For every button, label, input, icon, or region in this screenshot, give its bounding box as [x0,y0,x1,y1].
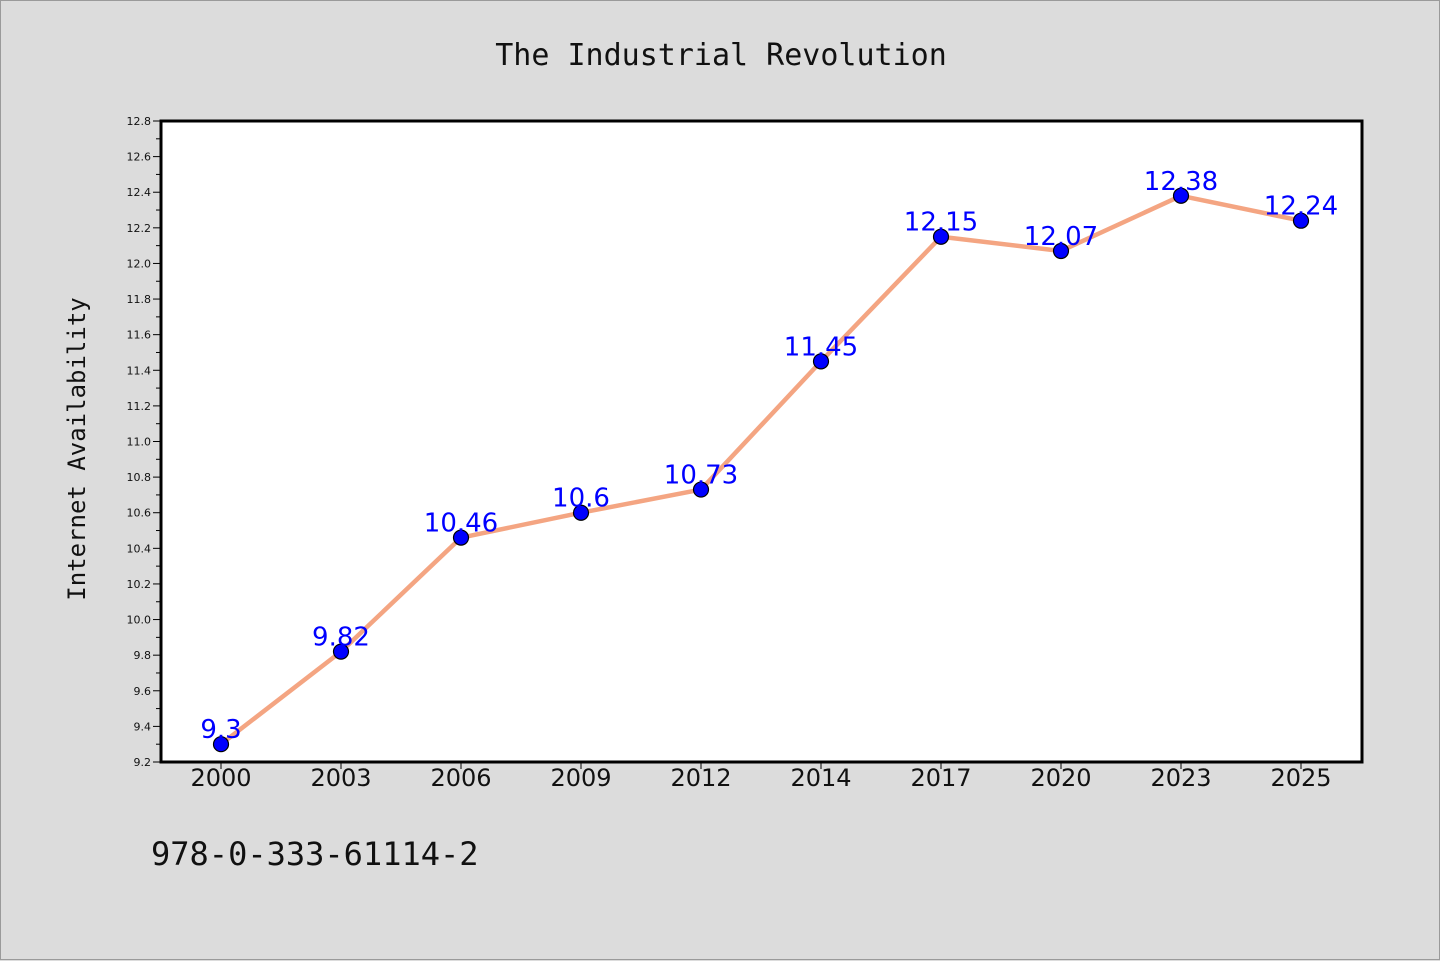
y-tick-label: 9.8 [134,649,152,662]
data-point [332,643,350,660]
x-axis: 2000 2003 2006 2009 2012 2014 2017 2020 2023 2025 [190,762,1332,792]
y-tick-label: 10.8 [127,471,152,484]
data-label: 9.3 [200,715,241,745]
data-label: 12.15 [904,208,978,238]
y-tick-label: 10.0 [127,614,152,627]
series-line-group [212,187,1310,753]
x-tick-label: 2020 [1030,764,1091,792]
data-point [1292,212,1310,229]
y-axis: 9.2 9.4 9.6 9.8 10.0 10.2 10.4 10.6 10.8 11.0 11.2… [127,115,161,769]
y-tick-label: 9.2 [134,756,152,769]
x-tick-label: 2006 [430,764,491,792]
data-label: 10.6 [552,484,610,514]
y-tick-label: 9.4 [134,720,152,733]
series-line [218,193,1304,747]
x-tick-label: 2000 [190,764,251,792]
chart-title: The Industrial Revolution [495,38,947,73]
y-axis-label: Internet Availability [63,297,91,600]
data-label: 11.45 [784,332,858,362]
data-point [932,228,950,245]
data-label: 10.46 [424,509,498,539]
x-tick-label: 2009 [550,764,611,792]
y-tick-label: 11.2 [127,400,152,413]
y-tick-label: 10.6 [127,507,152,520]
y-tick-label: 11.0 [127,436,152,449]
y-tick-label: 10.4 [127,542,152,555]
x-tick-label: 2017 [910,764,971,792]
y-tick-label: 12.2 [127,222,152,235]
y-tick-label: 12.4 [127,186,152,199]
y-tick-label: 12.6 [127,151,152,164]
y-tick-label: 12.8 [127,115,152,128]
data-point [1052,242,1070,260]
y-tick-label: 11.8 [127,293,152,306]
data-point [692,481,710,498]
y-tick-label: 10.2 [127,578,152,591]
plot-area [159,119,1364,764]
data-point [212,736,230,753]
isbn-text: 978-0-333-61114-2 [151,835,479,873]
x-tick-label: 2003 [310,764,371,792]
x-tick-label: 2023 [1150,764,1211,792]
x-tick-label: 2012 [670,764,731,792]
data-point [452,529,470,546]
data-point [572,504,590,521]
data-label: 12.38 [1144,167,1218,197]
data-labels: 9.3 9.82 10.46 10.6 10.73 11.45 12.15 12.07 12.3… [200,167,1338,745]
y-tick-label: 11.6 [127,329,152,342]
data-point [1172,187,1190,204]
data-label: 12.24 [1264,192,1338,222]
x-tick-label: 2025 [1270,764,1331,792]
x-tick-label: 2014 [790,764,851,792]
data-label: 10.73 [664,461,738,491]
y-tick-label: 11.4 [127,364,152,377]
data-label: 9.82 [312,623,370,653]
data-point [812,353,830,370]
y-tick-label: 12.0 [127,257,152,270]
data-label: 12.07 [1024,222,1098,252]
y-tick-label: 9.6 [134,685,152,698]
